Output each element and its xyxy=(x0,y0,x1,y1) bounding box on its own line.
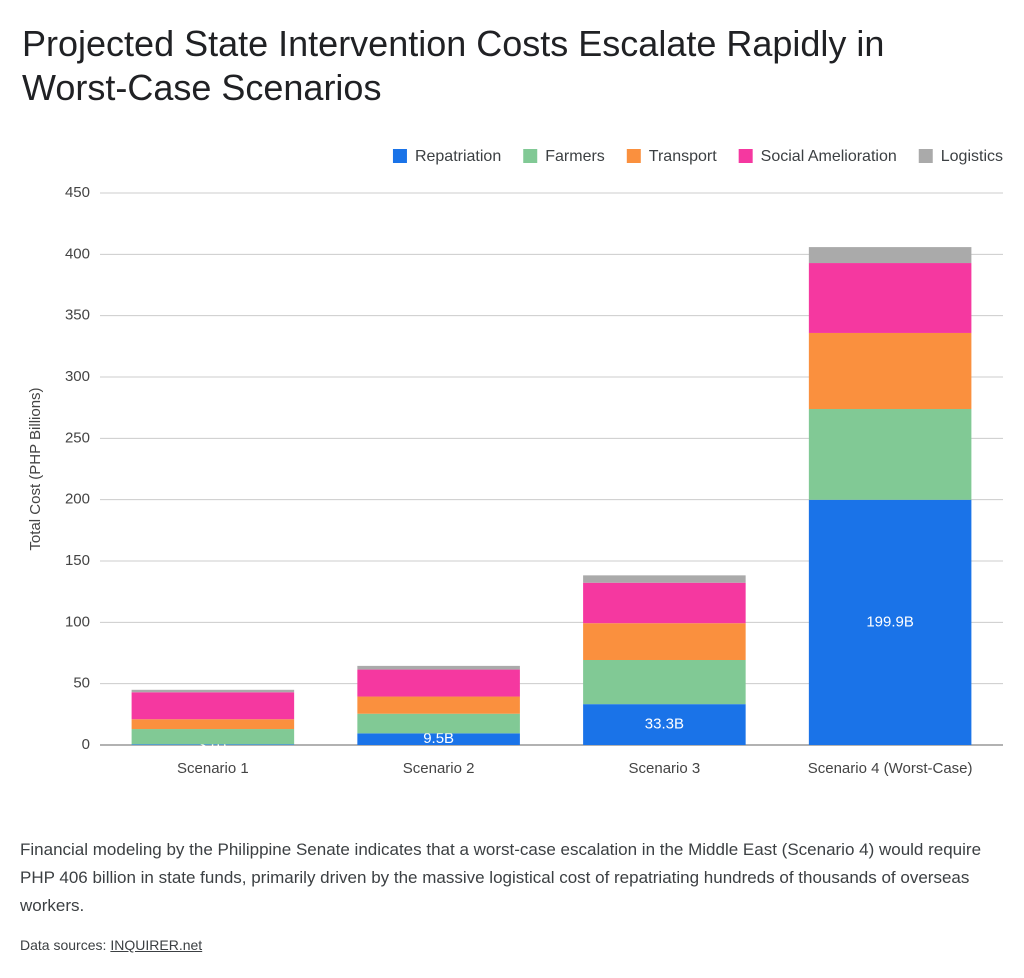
y-tick-label: 50 xyxy=(73,675,90,692)
bar-segment xyxy=(583,575,746,583)
legend-swatch xyxy=(392,149,407,163)
bar-segment xyxy=(583,659,746,705)
bar-segment xyxy=(808,263,972,333)
bar-segment xyxy=(357,733,520,745)
source-link[interactable]: INQUIRER.net xyxy=(110,937,203,953)
chart: Total Cost (PHP Billions) 0 50 100 150 200 25… xyxy=(27,148,1003,777)
legend-swatch xyxy=(918,149,933,163)
y-axis-title: Total Cost (PHP Billions) xyxy=(27,387,44,550)
y-tick-label: 150 xyxy=(65,552,90,569)
y-tick-label: 100 xyxy=(65,613,90,630)
bar-segment xyxy=(808,332,972,410)
bar-segment xyxy=(583,623,746,660)
y-tick-label: 300 xyxy=(65,368,90,385)
source-prefix: Data sources: xyxy=(20,937,107,953)
y-tick-label: 250 xyxy=(65,429,90,446)
legend-swatch xyxy=(626,149,641,163)
y-tick-label: 450 xyxy=(65,184,90,201)
bar-segment xyxy=(357,669,520,697)
y-tick-label: 0 xyxy=(82,736,90,753)
bar-segment xyxy=(357,665,520,670)
bar-segment xyxy=(131,689,295,693)
x-tick-label: Scenario 4 (Worst-Case) xyxy=(808,760,973,777)
bar-segment xyxy=(131,692,295,720)
source: Data sources: INQUIRER.net xyxy=(20,937,202,953)
y-tick-label: 350 xyxy=(65,307,90,324)
data-label: 33.3B xyxy=(645,716,684,733)
bar-segment xyxy=(808,409,972,500)
x-tick-label: Scenario 2 xyxy=(403,760,475,777)
description: Financial modeling by the Philippine Sen… xyxy=(20,840,982,915)
x-tick-label: Scenario 1 xyxy=(177,760,249,777)
legend-label: Farmers xyxy=(545,148,605,165)
legend-label: Logistics xyxy=(941,148,1003,165)
bar-segment xyxy=(131,744,295,745)
legend-label: Transport xyxy=(649,148,717,165)
bar-segment xyxy=(357,713,520,734)
bar-segment xyxy=(583,704,746,745)
legend-label: Social Amelioration xyxy=(761,148,897,165)
y-tick-label: 400 xyxy=(65,245,90,262)
data-label: 9.5B xyxy=(423,730,454,747)
legend-swatch xyxy=(738,149,753,163)
chart-title: Projected State Intervention Costs Escal… xyxy=(22,23,885,108)
data-label: 199.9B xyxy=(866,613,914,630)
bar-segment xyxy=(131,719,295,730)
bar-segment xyxy=(808,499,972,745)
legend-swatch xyxy=(523,149,538,163)
bar-segment xyxy=(808,247,972,264)
bar-segment xyxy=(583,582,746,624)
y-tick-label: 200 xyxy=(65,491,90,508)
bar-segment xyxy=(131,729,295,745)
bar-segment xyxy=(357,696,520,714)
x-tick-label: Scenario 3 xyxy=(629,760,701,777)
legend-label: Repatriation xyxy=(415,148,501,165)
